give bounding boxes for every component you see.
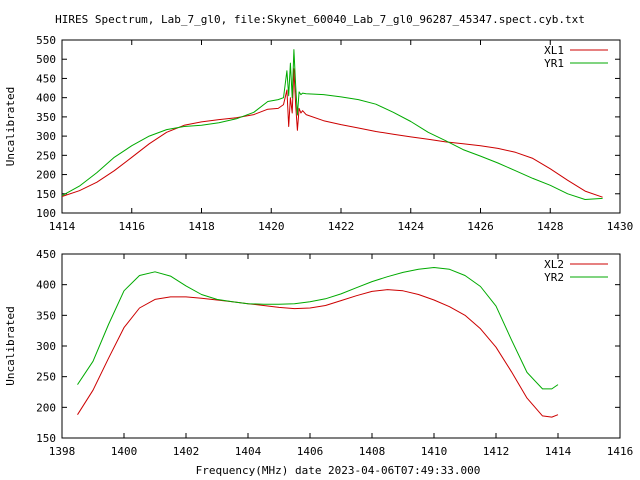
x-tick-label: 1420 (258, 220, 285, 233)
legend-label-xl1: XL1 (544, 44, 564, 57)
x-tick-label: 1430 (607, 220, 634, 233)
x-tick-label: 1426 (467, 220, 494, 233)
x-tick-label: 1408 (359, 445, 386, 458)
top-spectrum-plot: 1414 1416 1418 1420 1422 1424 1426 1428 1430 100 1… (4, 34, 633, 233)
y-tick-label: 350 (36, 309, 56, 322)
series-line-xl1 (61, 68, 603, 198)
series-line-yr2 (77, 267, 559, 390)
x-tick-label: 1422 (328, 220, 355, 233)
legend-label-yr2: YR2 (544, 271, 564, 284)
y-tick-label: 400 (36, 279, 56, 292)
y-tick-label: 200 (36, 169, 56, 182)
x-tick-label: 1428 (537, 220, 564, 233)
x-axis-label: Frequency(MHz) date 2023-04-06T07:49:33.… (196, 464, 481, 477)
y-tick-label: 300 (36, 130, 56, 143)
y-tick-label: 100 (36, 207, 56, 220)
series-line-xl2 (77, 289, 559, 418)
y-tick-label: 450 (36, 72, 56, 85)
x-tick-label: 1416 (607, 445, 634, 458)
y-axis-label: Uncalibrated (4, 306, 17, 385)
x-tick-label: 1398 (49, 445, 76, 458)
y-tick-label: 300 (36, 340, 56, 353)
bottom-spectrum-plot: 1398 1400 1402 1404 1406 1408 1410 1412 1414 1416… (4, 248, 633, 458)
y-tick-label: 350 (36, 111, 56, 124)
y-tick-label: 400 (36, 92, 56, 105)
x-tick-label: 1416 (119, 220, 146, 233)
y-tick-label: 550 (36, 34, 56, 47)
x-tick-label: 1424 (398, 220, 425, 233)
y-axis-label: Uncalibrated (4, 87, 17, 166)
y-tick-label: 450 (36, 248, 56, 261)
x-tick-label: 1414 (545, 445, 572, 458)
x-tick-label: 1412 (483, 445, 510, 458)
x-tick-label: 1404 (235, 445, 262, 458)
y-tick-label: 500 (36, 53, 56, 66)
x-tick-label: 1418 (188, 220, 215, 233)
y-tick-label: 200 (36, 401, 56, 414)
x-tick-label: 1400 (111, 445, 138, 458)
x-tick-label: 1406 (297, 445, 324, 458)
x-tick-label: 1410 (421, 445, 448, 458)
y-tick-label: 250 (36, 371, 56, 384)
legend-label-yr1: YR1 (544, 57, 564, 70)
y-tick-label: 150 (36, 188, 56, 201)
y-tick-label: 150 (36, 432, 56, 445)
legend-label-xl2: XL2 (544, 258, 564, 271)
x-tick-label: 1414 (49, 220, 76, 233)
y-tick-label: 250 (36, 149, 56, 162)
x-tick-label: 1402 (173, 445, 200, 458)
figure-title: HIRES Spectrum, Lab_7_gl0, file:Skynet_6… (55, 13, 585, 26)
series-line-yr1 (61, 49, 603, 200)
